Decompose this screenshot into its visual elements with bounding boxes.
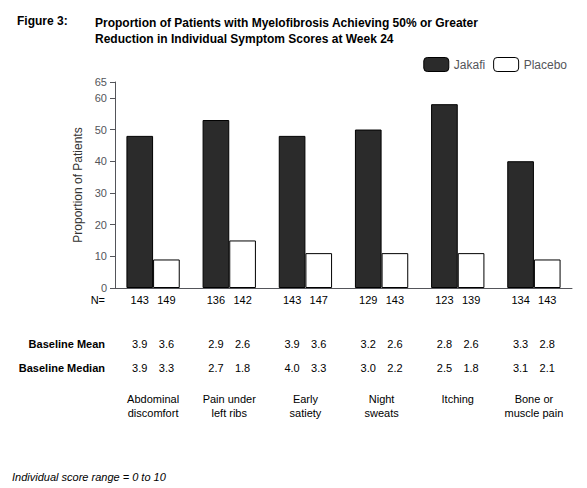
svg-text:136: 136 xyxy=(207,294,225,306)
svg-text:2.8: 2.8 xyxy=(540,338,555,350)
svg-text:3.3: 3.3 xyxy=(513,338,528,350)
svg-text:2.7: 2.7 xyxy=(208,362,223,374)
svg-text:2.9: 2.9 xyxy=(208,338,223,350)
svg-text:3.0: 3.0 xyxy=(361,362,376,374)
svg-text:134: 134 xyxy=(511,294,529,306)
svg-text:2.1: 2.1 xyxy=(540,362,555,374)
svg-text:Figure 3:: Figure 3: xyxy=(17,14,68,28)
svg-text:139: 139 xyxy=(462,294,480,306)
svg-text:Night: Night xyxy=(369,393,395,405)
svg-text:left ribs: left ribs xyxy=(212,407,248,419)
svg-text:Placebo: Placebo xyxy=(524,58,568,72)
svg-text:3.9: 3.9 xyxy=(132,338,147,350)
svg-text:2.8: 2.8 xyxy=(437,338,452,350)
svg-text:2.6: 2.6 xyxy=(463,338,478,350)
svg-text:Jakafi: Jakafi xyxy=(454,58,485,72)
svg-text:3.1: 3.1 xyxy=(513,362,528,374)
svg-text:2.5: 2.5 xyxy=(437,362,452,374)
svg-text:Individual score range = 0 to: Individual score range = 0 to 10 xyxy=(12,471,167,483)
svg-text:1.8: 1.8 xyxy=(463,362,478,374)
svg-text:147: 147 xyxy=(310,294,328,306)
svg-text:3.2: 3.2 xyxy=(361,338,376,350)
svg-text:143: 143 xyxy=(538,294,556,306)
svg-text:60: 60 xyxy=(95,92,107,104)
svg-text:142: 142 xyxy=(233,294,251,306)
svg-text:65: 65 xyxy=(95,76,107,88)
svg-text:muscle pain: muscle pain xyxy=(505,407,564,419)
svg-text:30: 30 xyxy=(95,187,107,199)
svg-text:2.6: 2.6 xyxy=(235,338,250,350)
svg-text:129: 129 xyxy=(359,294,377,306)
svg-text:3.6: 3.6 xyxy=(311,338,326,350)
svg-text:50: 50 xyxy=(95,124,107,136)
svg-text:satiety: satiety xyxy=(290,407,322,419)
svg-text:Reduction in Individual Sympto: Reduction in Individual Symptom Scores a… xyxy=(95,32,394,46)
svg-text:Proportion of Patients: Proportion of Patients xyxy=(71,127,85,242)
svg-text:N=: N= xyxy=(91,294,105,306)
svg-text:143: 143 xyxy=(283,294,301,306)
svg-text:4.0: 4.0 xyxy=(284,362,299,374)
svg-text:sweats: sweats xyxy=(364,407,399,419)
svg-text:3.6: 3.6 xyxy=(159,338,174,350)
svg-text:Proportion of Patients with My: Proportion of Patients with Myelofibrosi… xyxy=(95,16,478,30)
svg-text:149: 149 xyxy=(157,294,175,306)
svg-text:2.2: 2.2 xyxy=(387,362,402,374)
svg-text:Pain under: Pain under xyxy=(203,393,257,405)
svg-text:3.3: 3.3 xyxy=(311,362,326,374)
svg-text:Itching: Itching xyxy=(442,393,474,405)
svg-text:Early: Early xyxy=(293,393,319,405)
svg-text:Abdominal: Abdominal xyxy=(127,393,179,405)
svg-text:3.9: 3.9 xyxy=(284,338,299,350)
svg-text:123: 123 xyxy=(435,294,453,306)
svg-text:Baseline Mean: Baseline Mean xyxy=(29,338,106,350)
svg-text:Baseline Median: Baseline Median xyxy=(19,362,105,374)
svg-text:40: 40 xyxy=(95,155,107,167)
svg-text:10: 10 xyxy=(95,250,107,262)
svg-text:20: 20 xyxy=(95,219,107,231)
svg-text:discomfort: discomfort xyxy=(128,407,179,419)
svg-text:3.9: 3.9 xyxy=(132,362,147,374)
svg-text:2.6: 2.6 xyxy=(387,338,402,350)
svg-text:143: 143 xyxy=(131,294,149,306)
svg-text:Bone or: Bone or xyxy=(515,393,554,405)
svg-text:3.3: 3.3 xyxy=(159,362,174,374)
svg-text:143: 143 xyxy=(386,294,404,306)
svg-text:1.8: 1.8 xyxy=(235,362,250,374)
svg-text:0: 0 xyxy=(101,282,107,294)
